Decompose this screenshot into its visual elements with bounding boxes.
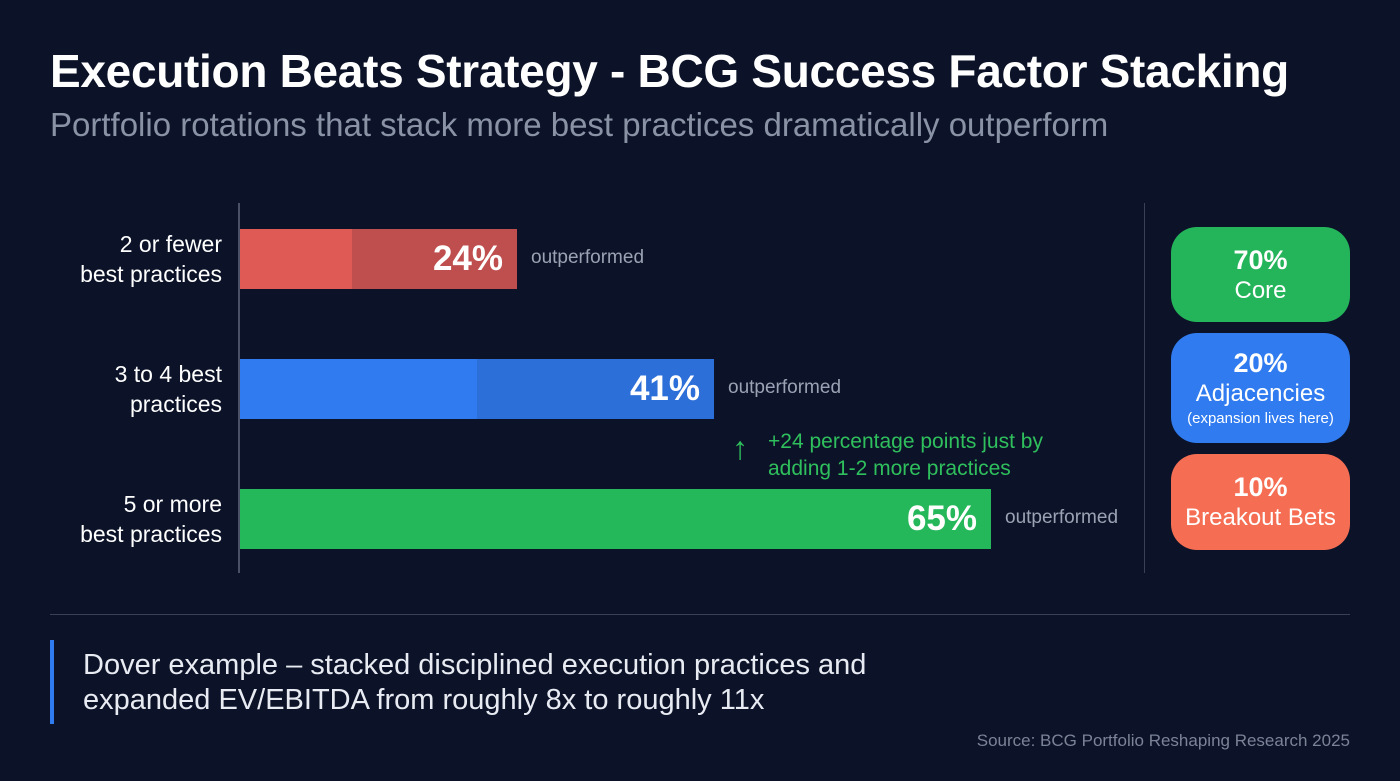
quote-line: Dover example – stacked disciplined exec… bbox=[83, 649, 867, 681]
allocation-percent: 20% bbox=[1233, 348, 1288, 378]
bar-segment bbox=[240, 359, 477, 419]
bar: 41% bbox=[240, 359, 714, 419]
quote-line: expanded EV/EBITDA from roughly 8x to ro… bbox=[83, 684, 765, 716]
allocation-sublabel: (expansion lives here) bbox=[1187, 410, 1334, 427]
outperformed-label: outperformed bbox=[531, 247, 645, 268]
outperformed-label: outperformed bbox=[728, 377, 842, 398]
allocation-adjacencies: 20% Adjacencies (expansion lives here) bbox=[1171, 333, 1350, 443]
category-label: 5 or more best practices bbox=[80, 489, 222, 549]
allocation-breakout-bets: 10% Breakout Bets bbox=[1171, 454, 1350, 550]
bar-segment bbox=[240, 489, 991, 549]
category-label-line: practices bbox=[129, 391, 222, 417]
bar-segment bbox=[240, 229, 352, 289]
quote-accent-bar bbox=[50, 640, 54, 724]
category-label: 3 to 4 best practices bbox=[115, 359, 222, 419]
value-label: 24% bbox=[432, 239, 503, 278]
category-label-line: best practices bbox=[80, 521, 222, 547]
callout-quote: Dover example – stacked disciplined exec… bbox=[83, 648, 866, 718]
source-note: Source: BCG Portfolio Reshaping Research… bbox=[976, 731, 1350, 750]
annotation-line: adding 1-2 more practices bbox=[768, 457, 1011, 480]
allocation-core: 70% Core bbox=[1171, 227, 1350, 322]
annotation-line: +24 percentage points just by bbox=[768, 430, 1043, 453]
divider bbox=[50, 614, 1350, 615]
up-arrow-icon: ↑ bbox=[732, 430, 748, 466]
outperformed-label: outperformed bbox=[1005, 507, 1119, 528]
bar: 65% bbox=[240, 489, 991, 549]
allocation-label: Breakout Bets bbox=[1185, 504, 1336, 531]
category-label-line: 5 or more bbox=[123, 491, 222, 517]
vertical-divider bbox=[1144, 203, 1145, 573]
page-title: Execution Beats Strategy - BCG Success F… bbox=[50, 45, 1289, 97]
allocation-label: Adjacencies bbox=[1195, 380, 1326, 407]
page-subtitle: Portfolio rotations that stack more best… bbox=[50, 106, 1109, 143]
allocation-percent: 70% bbox=[1233, 244, 1288, 275]
category-label: 2 or fewer best practices bbox=[80, 229, 222, 289]
value-label: 65% bbox=[906, 499, 977, 538]
allocation-label: Core bbox=[1234, 276, 1287, 304]
chart-axis bbox=[238, 203, 240, 573]
category-label-line: best practices bbox=[80, 261, 222, 287]
chart-annotation: +24 percentage points just by adding 1-2… bbox=[768, 428, 1043, 482]
category-label-line: 3 to 4 best bbox=[114, 361, 222, 387]
bar: 24% bbox=[240, 229, 517, 289]
category-label-line: 2 or fewer bbox=[119, 231, 222, 257]
allocation-percent: 10% bbox=[1233, 472, 1288, 502]
value-label: 41% bbox=[629, 369, 700, 408]
